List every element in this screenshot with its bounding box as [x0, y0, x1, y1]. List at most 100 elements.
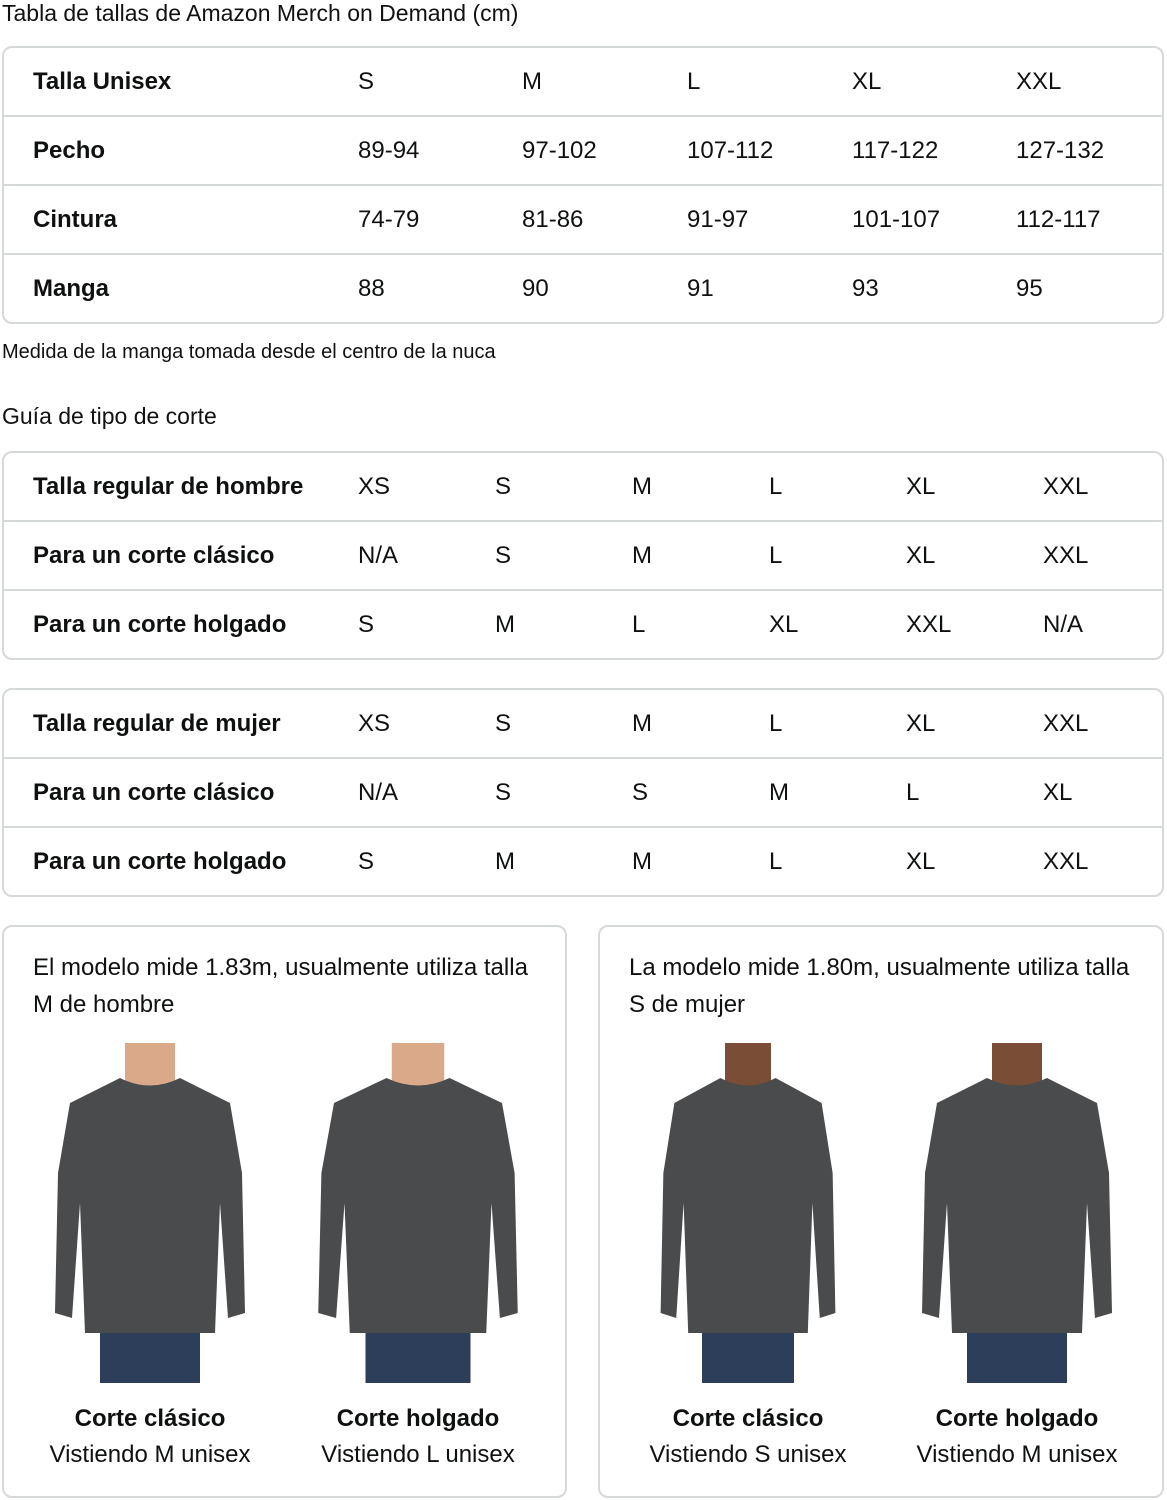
table-cell: XXL [1043, 709, 1089, 737]
row-label: Cintura [33, 205, 117, 233]
table-cell: L [632, 610, 646, 638]
table-row: Pecho 89-94 97-102 107-112 117-122 127-132 [4, 115, 1162, 184]
table-cell: M [632, 472, 652, 500]
table-cell: 97-102 [522, 136, 597, 164]
photo-caption: Corte clásico Vistiendo M unisex [20, 1405, 280, 1469]
table-cell: 95 [1016, 274, 1043, 302]
photo-caption: Corte holgado Vistiendo M unisex [887, 1405, 1147, 1469]
table-cell: L [769, 541, 783, 569]
table-cell: XS [358, 472, 391, 500]
table-cell: S [495, 541, 512, 569]
size-chart-title: Tabla de tallas de Amazon Merch on Deman… [2, 0, 519, 26]
table-cell: S [495, 778, 512, 806]
table-cell: 91-97 [687, 205, 749, 233]
table-cell: XL [906, 541, 936, 569]
table-cell: L [769, 472, 783, 500]
table-cell: 112-117 [1016, 205, 1101, 233]
table-row: Talla regular de hombre XS S M L XL XXL [4, 453, 1162, 520]
fit-label: Corte clásico [74, 1405, 226, 1432]
size-chart-table: Talla Unisex S M L XL XXL Pecho 89-94 97-102 107-… [2, 46, 1164, 324]
table-row: Talla Unisex S M L XL XXL [4, 48, 1162, 115]
wearing-label: Vistiendo M unisex [49, 1441, 251, 1468]
men-fit-table: Talla regular de hombre XS S M L XL XXL Para un… [2, 451, 1164, 660]
men-model-description: El modelo mide 1.83m, usualmente utiliza… [33, 954, 528, 1018]
table-cell: XXL [1016, 67, 1062, 95]
row-label: Talla regular de hombre [33, 472, 304, 500]
fit-label: Corte holgado [935, 1405, 1099, 1432]
model-photo [648, 1043, 848, 1383]
table-cell: 88 [358, 274, 385, 302]
wearing-label: Vistiendo S unisex [649, 1441, 847, 1468]
table-cell: 93 [852, 274, 879, 302]
fit-label: Corte holgado [336, 1405, 500, 1432]
table-cell: XXL [1043, 541, 1089, 569]
photo-caption: Corte clásico Vistiendo S unisex [618, 1405, 878, 1469]
table-cell: S [358, 847, 375, 875]
table-cell: 74-79 [358, 205, 420, 233]
table-cell: XXL [906, 610, 952, 638]
table-cell: 127-132 [1016, 136, 1105, 164]
table-row: Para un corte clásico N/A S M L XL XXL [4, 520, 1162, 589]
table-cell: M [632, 541, 652, 569]
table-cell: S [495, 472, 512, 500]
model-photo [917, 1043, 1117, 1383]
table-cell: XL [769, 610, 799, 638]
table-cell: XXL [1043, 472, 1089, 500]
row-label: Talla Unisex [33, 67, 172, 95]
table-cell: 91 [687, 274, 714, 302]
women-model-card: La modelo mide 1.80m, usualmente utiliza… [598, 925, 1164, 1498]
fit-label: Corte clásico [672, 1405, 824, 1432]
table-cell: XL [1043, 778, 1073, 806]
table-cell: L [687, 67, 701, 95]
table-cell: 107-112 [687, 136, 774, 164]
table-cell: N/A [1043, 610, 1084, 638]
table-cell: M [632, 709, 652, 737]
model-photo [318, 1043, 518, 1383]
table-cell: 101-107 [852, 205, 941, 233]
row-label: Pecho [33, 136, 106, 164]
table-cell: L [906, 778, 920, 806]
table-cell: M [495, 610, 515, 638]
table-cell: XL [852, 67, 882, 95]
table-cell: 89-94 [358, 136, 420, 164]
row-label: Para un corte holgado [33, 610, 287, 638]
sleeve-note: Medida de la manga tomada desde el centr… [2, 341, 496, 363]
table-cell: N/A [358, 541, 399, 569]
table-cell: M [522, 67, 542, 95]
row-label: Para un corte clásico [33, 541, 275, 569]
table-cell: XL [906, 709, 936, 737]
table-cell: S [495, 709, 512, 737]
wearing-label: Vistiendo M unisex [916, 1441, 1118, 1468]
fit-guide-title: Guía de tipo de corte [2, 403, 217, 429]
table-cell: N/A [358, 778, 399, 806]
photo-caption: Corte holgado Vistiendo L unisex [288, 1405, 548, 1469]
table-row: Talla regular de mujer XS S M L XL XXL [4, 690, 1162, 757]
table-cell: M [632, 847, 652, 875]
table-cell: L [769, 847, 783, 875]
table-cell: M [495, 847, 515, 875]
model-photo [50, 1043, 250, 1383]
row-label: Para un corte clásico [33, 778, 275, 806]
table-row: Para un corte holgado S M L XL XXL N/A [4, 589, 1162, 658]
women-model-description: La modelo mide 1.80m, usualmente utiliza… [629, 954, 1130, 1018]
table-row: Cintura 74-79 81-86 91-97 101-107 112-117 [4, 184, 1162, 253]
row-label: Para un corte holgado [33, 847, 287, 875]
table-cell: 117-122 [852, 136, 939, 164]
wearing-label: Vistiendo L unisex [321, 1441, 515, 1468]
table-cell: 81-86 [522, 205, 584, 233]
row-label: Manga [33, 274, 110, 302]
table-row: Manga 88 90 91 93 95 [4, 253, 1162, 322]
table-row: Para un corte clásico N/A S S M L XL [4, 757, 1162, 826]
women-fit-table: Talla regular de mujer XS S M L XL XXL Para un … [2, 688, 1164, 897]
table-cell: S [632, 778, 649, 806]
table-cell: L [769, 709, 783, 737]
men-model-card: El modelo mide 1.83m, usualmente utiliza… [2, 925, 567, 1498]
table-cell: XL [906, 472, 936, 500]
table-cell: XXL [1043, 847, 1089, 875]
table-cell: 90 [522, 274, 549, 302]
table-cell: S [358, 67, 375, 95]
table-cell: S [358, 610, 375, 638]
table-row: Para un corte holgado S M M L XL XXL [4, 826, 1162, 895]
table-cell: M [769, 778, 789, 806]
row-label: Talla regular de mujer [33, 709, 281, 737]
